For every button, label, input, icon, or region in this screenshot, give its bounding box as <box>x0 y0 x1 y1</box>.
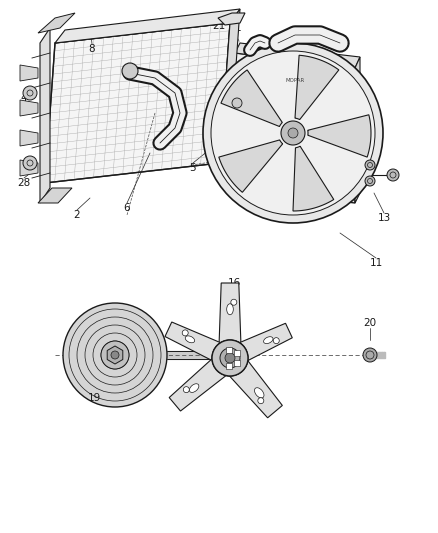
Polygon shape <box>20 100 38 116</box>
Circle shape <box>211 51 375 215</box>
Text: 28: 28 <box>18 178 31 188</box>
Circle shape <box>23 86 37 100</box>
Text: 8: 8 <box>88 44 95 54</box>
Polygon shape <box>219 140 283 192</box>
Polygon shape <box>242 61 348 195</box>
Text: 11: 11 <box>369 258 383 268</box>
Polygon shape <box>20 160 38 176</box>
Circle shape <box>232 98 242 108</box>
Text: MOPAR: MOPAR <box>286 77 304 83</box>
Polygon shape <box>218 13 245 25</box>
Circle shape <box>212 340 248 376</box>
Ellipse shape <box>185 336 194 343</box>
Circle shape <box>365 160 375 170</box>
Ellipse shape <box>264 337 273 344</box>
Circle shape <box>111 351 119 359</box>
Text: 1: 1 <box>235 23 241 33</box>
Polygon shape <box>20 65 38 81</box>
Polygon shape <box>221 70 283 126</box>
Circle shape <box>363 348 377 362</box>
Circle shape <box>225 353 235 363</box>
Polygon shape <box>235 43 360 68</box>
Polygon shape <box>107 346 123 364</box>
Ellipse shape <box>189 384 199 392</box>
Text: 20: 20 <box>364 318 377 328</box>
Polygon shape <box>55 9 240 43</box>
Circle shape <box>220 348 240 368</box>
Polygon shape <box>45 23 230 183</box>
Text: 7: 7 <box>323 78 329 88</box>
Text: 13: 13 <box>378 213 391 223</box>
Polygon shape <box>295 55 339 119</box>
Circle shape <box>231 299 237 305</box>
Polygon shape <box>237 324 292 362</box>
Circle shape <box>182 330 188 336</box>
Circle shape <box>365 176 375 186</box>
Polygon shape <box>38 188 72 203</box>
Text: 2: 2 <box>74 210 80 220</box>
Circle shape <box>212 340 248 376</box>
Circle shape <box>203 43 383 223</box>
Text: 21: 21 <box>212 21 226 31</box>
Polygon shape <box>226 347 232 353</box>
Text: 6: 6 <box>124 203 131 213</box>
Polygon shape <box>293 146 334 211</box>
Polygon shape <box>355 57 360 203</box>
Polygon shape <box>219 283 241 346</box>
Polygon shape <box>226 363 232 369</box>
Polygon shape <box>229 359 283 418</box>
Circle shape <box>23 156 37 170</box>
Circle shape <box>225 353 235 363</box>
Polygon shape <box>308 115 371 157</box>
Circle shape <box>220 348 240 368</box>
Polygon shape <box>20 130 38 146</box>
Circle shape <box>288 128 298 138</box>
Polygon shape <box>234 360 240 366</box>
Polygon shape <box>234 350 240 356</box>
Circle shape <box>63 303 167 407</box>
Text: 19: 19 <box>87 393 101 403</box>
Circle shape <box>184 386 189 393</box>
Circle shape <box>101 341 129 369</box>
Polygon shape <box>38 13 75 33</box>
Text: 3: 3 <box>21 162 27 172</box>
Ellipse shape <box>227 304 233 315</box>
Text: 16: 16 <box>227 278 240 288</box>
Text: 5: 5 <box>190 163 196 173</box>
Circle shape <box>273 337 279 344</box>
Polygon shape <box>165 322 223 362</box>
Ellipse shape <box>254 387 264 398</box>
Circle shape <box>258 398 264 403</box>
Text: 9: 9 <box>275 61 281 71</box>
Polygon shape <box>235 53 355 203</box>
Polygon shape <box>40 28 50 203</box>
Circle shape <box>387 169 399 181</box>
Polygon shape <box>169 357 228 411</box>
Polygon shape <box>220 9 240 163</box>
Circle shape <box>281 121 305 145</box>
Circle shape <box>122 63 138 79</box>
Text: 4: 4 <box>21 93 27 103</box>
